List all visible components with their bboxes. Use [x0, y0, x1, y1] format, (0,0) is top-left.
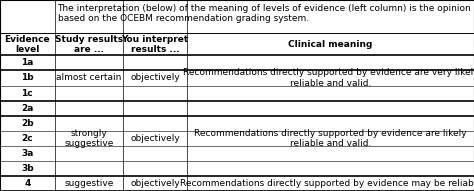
Text: objectively: objectively: [130, 179, 180, 188]
Text: 3a: 3a: [21, 149, 34, 158]
Text: You interpret
results ...: You interpret results ...: [122, 35, 189, 54]
Text: 1c: 1c: [21, 89, 33, 98]
Text: 3b: 3b: [21, 164, 34, 173]
Text: Recommendations directly supported by evidence are very likely
reliable and vali: Recommendations directly supported by ev…: [183, 68, 474, 88]
Text: Recommendations directly supported by evidence are likely
reliable and valid.: Recommendations directly supported by ev…: [194, 129, 467, 148]
Text: 2b: 2b: [21, 119, 34, 128]
Text: Clinical meaning: Clinical meaning: [288, 40, 373, 49]
Text: 4: 4: [24, 179, 30, 188]
Text: The interpretation (below) of the meaning of levels of evidence (left column) is: The interpretation (below) of the meanin…: [57, 4, 474, 23]
Text: Study results
are ...: Study results are ...: [55, 35, 123, 54]
Text: 1b: 1b: [21, 74, 34, 83]
Text: objectively: objectively: [130, 134, 180, 143]
Text: 2c: 2c: [21, 134, 33, 143]
Text: strongly
suggestive: strongly suggestive: [64, 129, 114, 148]
Text: almost certain: almost certain: [56, 74, 121, 83]
Text: Recommendations directly supported by evidence may be reliable: Recommendations directly supported by ev…: [180, 179, 474, 188]
Text: objectively: objectively: [130, 74, 180, 83]
Text: suggestive: suggestive: [64, 179, 114, 188]
Text: 1a: 1a: [21, 58, 34, 67]
Text: Evidence
level: Evidence level: [4, 35, 50, 54]
Text: 2a: 2a: [21, 104, 34, 113]
